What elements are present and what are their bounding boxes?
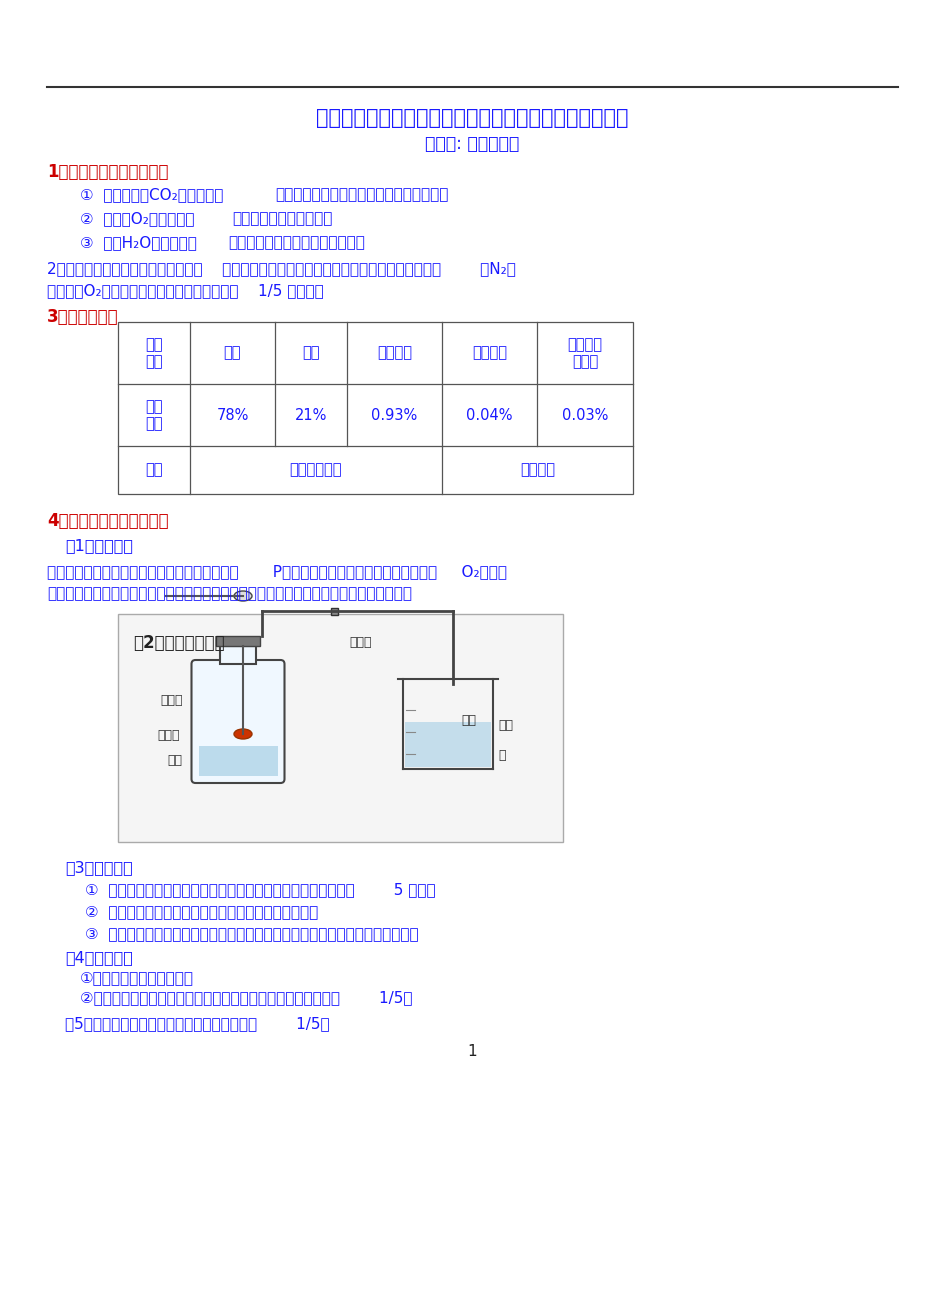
Text: 密闭容器内压强减小，在大气压的作用下水被压入集气瓶内的体积即为减少的氧气的体积。: 密闭容器内压强减小，在大气压的作用下水被压入集气瓶内的体积即为减少的氧气的体积。 [47,586,412,601]
FancyBboxPatch shape [192,660,284,783]
Ellipse shape [234,729,252,740]
Text: ②  氧气（O₂）的检验：: ② 氧气（O₂）的检验： [80,211,194,226]
Text: 可变成分: 可变成分 [519,462,554,478]
Text: 2．空气的成分一般来说是比较稳定的    。法国科学家拉瓦锡通过实验首先得出了空气是由氮气        （N₂）: 2．空气的成分一般来说是比较稳定的 。法国科学家拉瓦锡通过实验首先得出了空气是由… [47,260,515,276]
Text: 利用燃烧法测定空气中氧气含量的原理：红磷（       P）燃烧消耗密闭容器内空气中的氧气（     O₂），使: 利用燃烧法测定空气中氧气含量的原理：红磷（ P）燃烧消耗密闭容器内空气中的氧气（… [47,564,507,579]
Text: 0.93%: 0.93% [371,407,417,423]
Bar [118,614,563,842]
Text: 通入澄清石灰水，能使澄清石灰水变浑浊。: 通入澄清石灰水，能使澄清石灰水变浑浊。 [275,187,447,202]
Text: 21%: 21% [295,407,327,423]
Text: （3）实验步骤: （3）实验步骤 [65,860,132,874]
Text: ①磷燃烧，产生大量白烟。: ①磷燃烧，产生大量白烟。 [80,970,194,984]
Text: 3．空气的成分: 3．空气的成分 [47,308,119,326]
Text: 0.03%: 0.03% [562,407,608,423]
Text: 相对固定成分: 相对固定成分 [290,462,342,478]
Bar [330,607,338,614]
Text: 能使白色的无水硫酸铜变成蓝色。: 能使白色的无水硫酸铜变成蓝色。 [228,236,364,250]
Text: 二氧化碳: 二氧化碳 [471,346,507,360]
Text: 其他气体
和杂质: 其他气体 和杂质 [567,336,602,369]
Text: 4．空气中氧气含量的测定: 4．空气中氧气含量的测定 [47,512,168,530]
Text: 体积
分数: 体积 分数 [145,399,162,431]
Text: 氧气: 氧气 [302,346,319,360]
Text: 新浙教版科学八年级（下）第三章《空气与生命》知识点: 新浙教版科学八年级（下）第三章《空气与生命》知识点 [315,109,628,128]
Text: ②  点燃燃烧匙内的红磷，立即塞紧瓶塞，并观察现象。: ② 点燃燃烧匙内的红磷，立即塞紧瓶塞，并观察现象。 [85,905,318,919]
Text: 广口瓶: 广口瓶 [158,729,179,742]
Text: 导管: 导管 [461,713,476,726]
Bar [220,647,256,664]
Text: （2）．实验装置：: （2）．实验装置： [133,634,225,652]
Text: 烧杯: 烧杯 [497,719,513,732]
Text: ②冷却后打开止水夹，进入集气瓶中水的体积约占集气瓶容积的        1/5。: ②冷却后打开止水夹，进入集气瓶中水的体积约占集气瓶容积的 1/5。 [80,990,413,1005]
Bar [118,322,632,493]
Text: 1．常见气体和物质的检验: 1．常见气体和物质的检验 [47,164,168,181]
Text: 空气
成分: 空气 成分 [145,336,162,369]
Text: 和氧气（O₂）组成，其中氧气约占空气总体积    1/5 的结论。: 和氧气（O₂）组成，其中氧气约占空气总体积 1/5 的结论。 [47,283,324,298]
Text: （5）结论：空气中氧气的体积约占空气体积的        1/5。: （5）结论：空气中氧气的体积约占空气体积的 1/5。 [65,1016,329,1031]
Text: ③  水（H₂O）的检验：: ③ 水（H₂O）的检验： [80,236,196,250]
Text: 0.04%: 0.04% [465,407,513,423]
Text: ①  二氧化碳（CO₂）的检验：: ① 二氧化碳（CO₂）的检验： [80,187,223,202]
Text: 红磷: 红磷 [167,754,182,767]
Text: （4）实验现象: （4）实验现象 [65,950,133,965]
Text: （1）测量原理: （1）测量原理 [65,538,133,552]
Text: 特点: 特点 [145,462,162,478]
Text: 燃烧匙: 燃烧匙 [160,694,183,707]
Text: 稀有气体: 稀有气体 [377,346,412,360]
Text: 止水夹: 止水夹 [349,636,372,649]
Text: ①  连接装置，广口瓶加入少量水，将剩余瓶子容积用记号笔分成        5 等份。: ① 连接装置，广口瓶加入少量水，将剩余瓶子容积用记号笔分成 5 等份。 [85,882,435,897]
Text: 水: 水 [497,749,505,762]
Ellipse shape [234,590,252,601]
Text: 1: 1 [466,1045,477,1059]
Text: ③  分燃烧后（等火焰熄灭），振荡广口瓶直至冷却后，打开止水夹，观察现象。: ③ 分燃烧后（等火焰熄灭），振荡广口瓶直至冷却后，打开止水夹，观察现象。 [85,925,418,941]
Bar [216,636,260,647]
Text: 氮气: 氮气 [224,346,241,360]
Bar [405,723,491,767]
Text: 78%: 78% [216,407,248,423]
Text: 第一节: 空气与氧气: 第一节: 空气与氧气 [425,135,518,153]
Bar [198,746,278,776]
Text: 能使带火星的木条复燃。: 能使带火星的木条复燃。 [232,211,332,226]
